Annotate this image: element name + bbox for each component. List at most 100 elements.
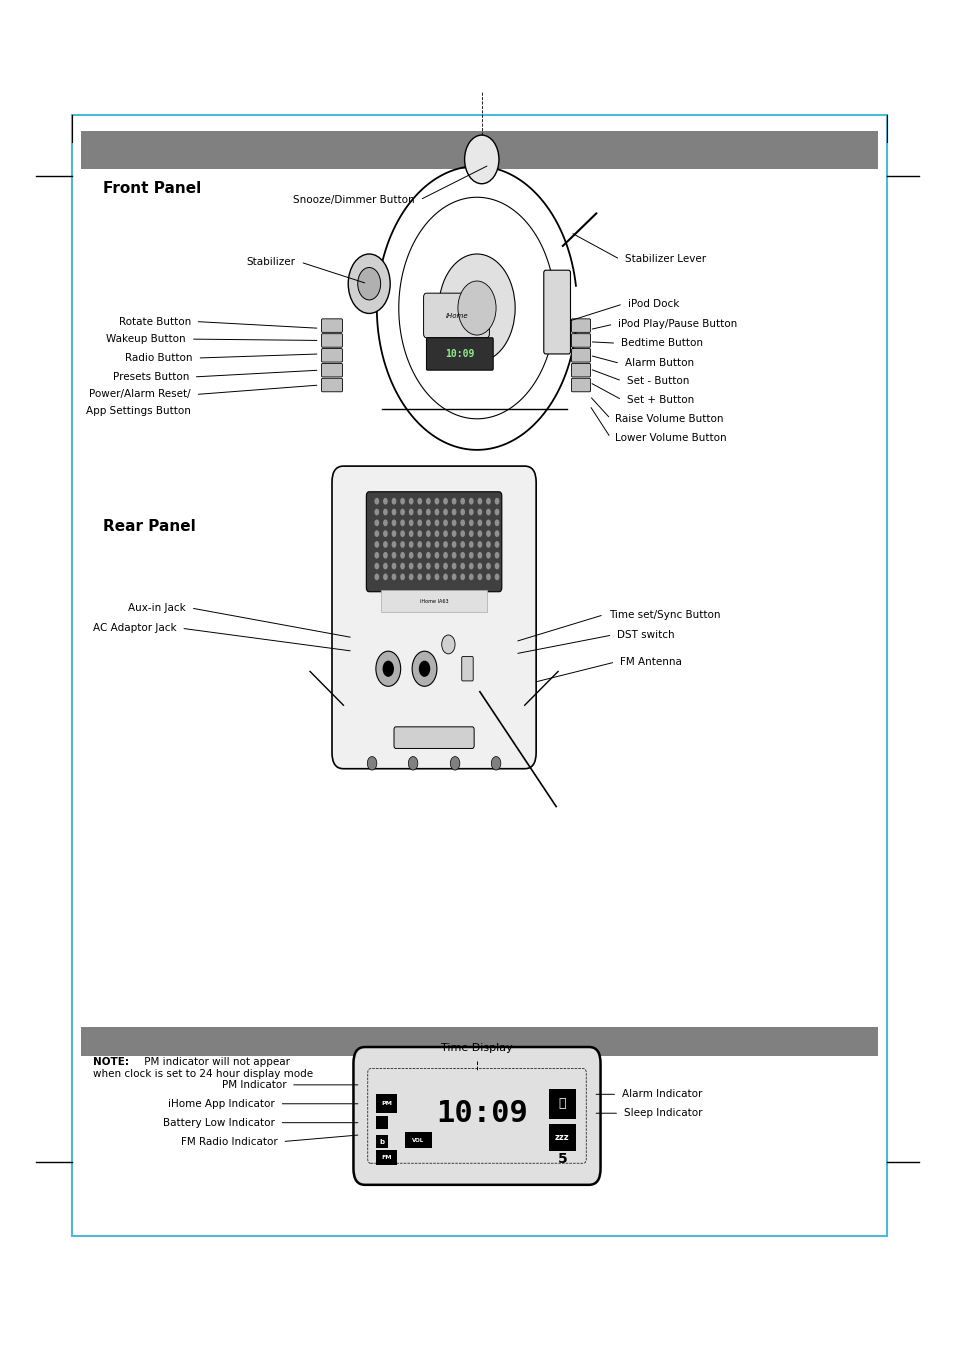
Circle shape — [460, 497, 465, 505]
Text: iHome: iHome — [445, 313, 468, 319]
Circle shape — [408, 551, 414, 559]
Text: App Settings Button: App Settings Button — [86, 405, 191, 416]
Circle shape — [435, 508, 438, 516]
Circle shape — [391, 573, 396, 581]
Circle shape — [457, 281, 496, 335]
Bar — [375, 1094, 396, 1113]
Circle shape — [477, 497, 482, 505]
FancyBboxPatch shape — [423, 293, 489, 338]
Circle shape — [426, 540, 431, 549]
Circle shape — [469, 519, 474, 527]
Circle shape — [382, 530, 387, 538]
Circle shape — [391, 508, 396, 516]
Circle shape — [426, 530, 431, 538]
Circle shape — [426, 562, 431, 570]
FancyBboxPatch shape — [571, 363, 590, 377]
Circle shape — [477, 508, 482, 516]
Circle shape — [486, 573, 491, 581]
Circle shape — [391, 540, 396, 549]
Text: Sleep Indicator: Sleep Indicator — [623, 1108, 701, 1119]
Circle shape — [477, 573, 482, 581]
Text: Rotate Button: Rotate Button — [118, 316, 191, 327]
Text: Time set/Sync Button: Time set/Sync Button — [608, 609, 720, 620]
Circle shape — [495, 497, 499, 505]
Bar — [81, 131, 877, 169]
Circle shape — [452, 562, 456, 570]
Text: ⏰: ⏰ — [558, 1097, 565, 1111]
Bar — [81, 1027, 877, 1056]
Circle shape — [417, 519, 421, 527]
Text: 10:09: 10:09 — [436, 1098, 527, 1128]
Circle shape — [391, 551, 396, 559]
Bar — [375, 1135, 387, 1148]
Circle shape — [486, 530, 491, 538]
Circle shape — [469, 573, 474, 581]
Circle shape — [452, 530, 456, 538]
Text: Wakeup Button: Wakeup Button — [107, 334, 186, 345]
Text: FM Radio Indicator: FM Radio Indicator — [181, 1136, 277, 1147]
Text: Set + Button: Set + Button — [626, 394, 693, 405]
Text: PM: PM — [381, 1101, 392, 1106]
FancyBboxPatch shape — [353, 1047, 600, 1185]
Circle shape — [443, 551, 448, 559]
Text: 5: 5 — [557, 1152, 567, 1166]
Circle shape — [443, 508, 448, 516]
Circle shape — [367, 757, 376, 770]
Circle shape — [374, 573, 379, 581]
Text: Stabilizer: Stabilizer — [247, 257, 295, 267]
Circle shape — [443, 540, 448, 549]
Circle shape — [374, 530, 379, 538]
FancyBboxPatch shape — [461, 657, 473, 681]
Circle shape — [452, 497, 456, 505]
Circle shape — [435, 497, 438, 505]
Circle shape — [452, 508, 456, 516]
Bar — [375, 1116, 387, 1129]
Circle shape — [426, 497, 431, 505]
Circle shape — [435, 573, 438, 581]
Circle shape — [460, 508, 465, 516]
Circle shape — [495, 519, 499, 527]
Text: when clock is set to 24 hour display mode: when clock is set to 24 hour display mod… — [93, 1069, 314, 1078]
Circle shape — [438, 254, 515, 362]
Circle shape — [443, 519, 448, 527]
Bar — [548, 1124, 575, 1151]
Circle shape — [400, 508, 404, 516]
Text: DST switch: DST switch — [617, 630, 674, 640]
Circle shape — [495, 573, 499, 581]
Circle shape — [391, 562, 396, 570]
Circle shape — [374, 562, 379, 570]
Text: VOL: VOL — [412, 1138, 424, 1143]
Circle shape — [491, 757, 500, 770]
FancyBboxPatch shape — [321, 378, 342, 392]
Circle shape — [443, 497, 448, 505]
Circle shape — [408, 519, 414, 527]
Text: NOTE:: NOTE: — [93, 1056, 130, 1066]
Circle shape — [382, 508, 387, 516]
Circle shape — [435, 530, 438, 538]
Circle shape — [452, 540, 456, 549]
FancyBboxPatch shape — [571, 378, 590, 392]
Circle shape — [477, 551, 482, 559]
Text: Lower Volume Button: Lower Volume Button — [615, 432, 726, 443]
Text: Front Panel: Front Panel — [103, 181, 201, 196]
Circle shape — [460, 530, 465, 538]
Text: Presets Button: Presets Button — [112, 372, 189, 382]
Circle shape — [374, 497, 379, 505]
Circle shape — [435, 519, 438, 527]
Text: Battery Low Indicator: Battery Low Indicator — [163, 1117, 274, 1128]
Bar — [375, 1150, 396, 1165]
Circle shape — [391, 519, 396, 527]
Circle shape — [374, 508, 379, 516]
Circle shape — [486, 508, 491, 516]
Circle shape — [400, 497, 404, 505]
FancyBboxPatch shape — [332, 466, 536, 769]
Circle shape — [382, 562, 387, 570]
Circle shape — [460, 540, 465, 549]
Circle shape — [382, 661, 394, 677]
Text: Snooze/Dimmer Button: Snooze/Dimmer Button — [294, 195, 415, 205]
Circle shape — [382, 519, 387, 527]
Circle shape — [469, 508, 474, 516]
Circle shape — [348, 254, 390, 313]
FancyBboxPatch shape — [380, 590, 487, 612]
Circle shape — [400, 573, 404, 581]
